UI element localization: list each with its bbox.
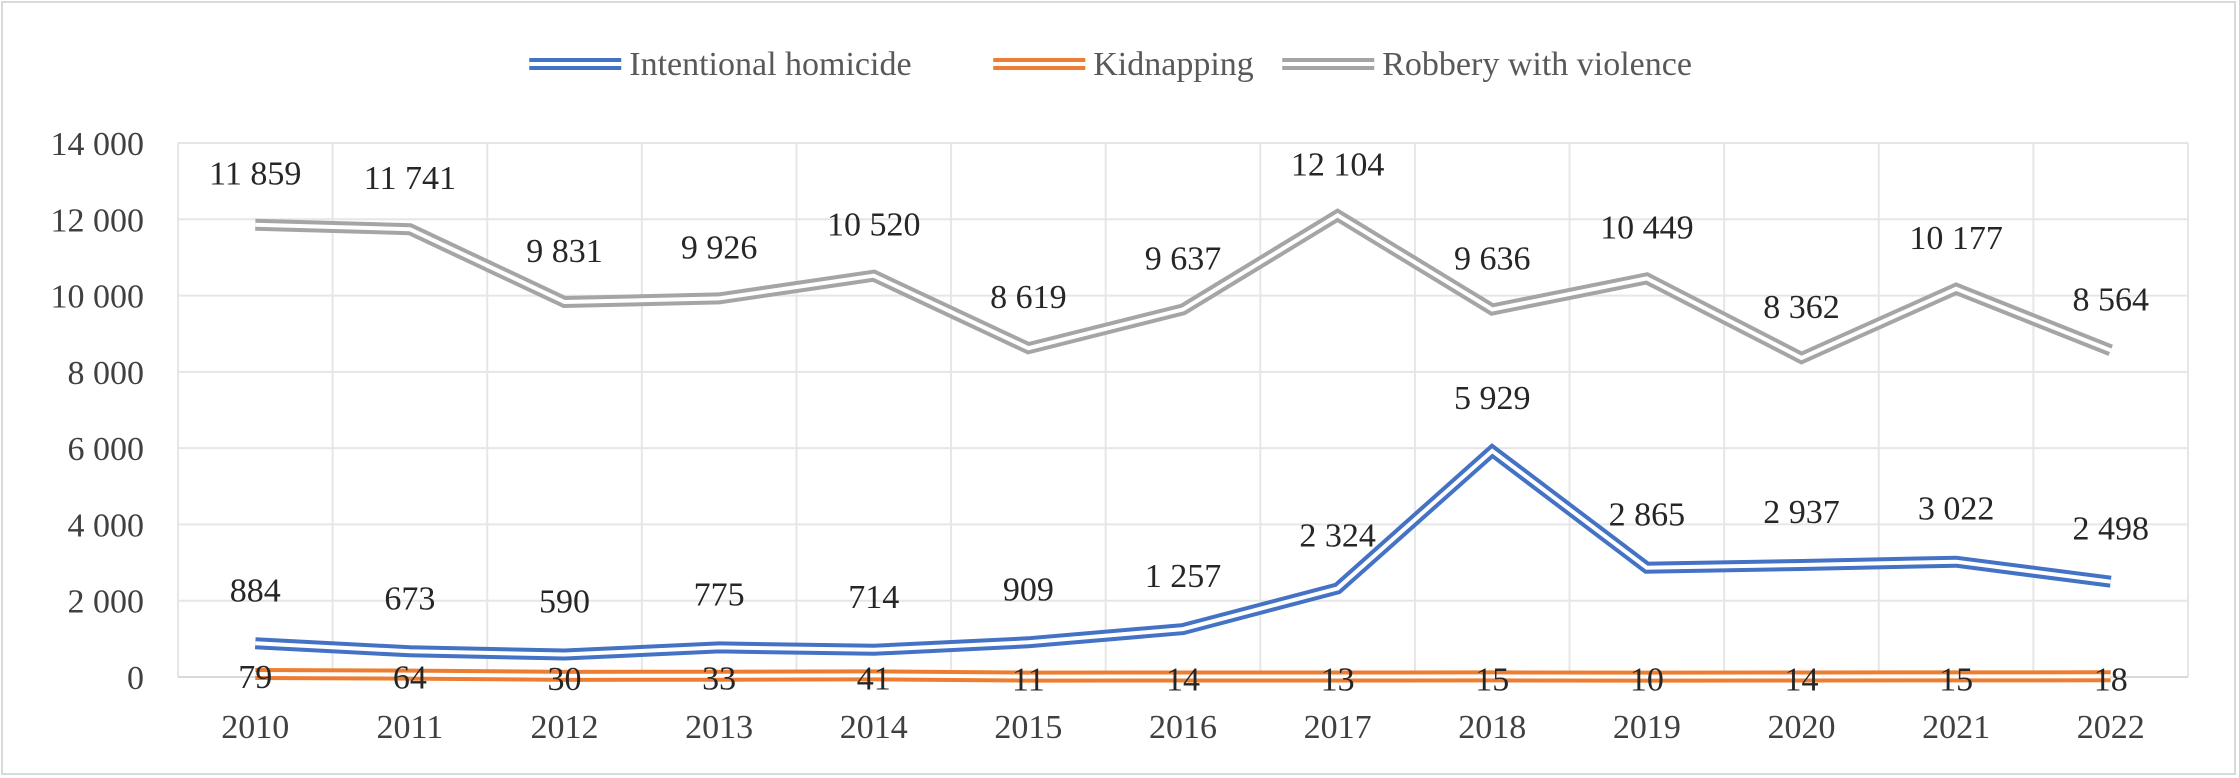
- series-line-inner-kidnapping: [255, 672, 2111, 679]
- data-label-intentional-homicide: 909: [1003, 571, 1054, 608]
- data-label-kidnapping: 10: [1630, 662, 1664, 699]
- data-label-intentional-homicide: 884: [230, 572, 281, 609]
- gridlines: [177, 142, 2189, 678]
- data-label-kidnapping: 33: [702, 661, 736, 698]
- data-label-intentional-homicide: 2 865: [1609, 497, 1686, 534]
- data-label-robbery-with-violence: 9 636: [1454, 240, 1531, 277]
- y-tick-label: 6 000: [68, 431, 145, 468]
- data-label-intentional-homicide: 5 929: [1454, 380, 1531, 417]
- series-intentional-homicide: [254, 443, 2112, 661]
- data-label-robbery-with-violence: 8 362: [1763, 289, 1840, 326]
- x-tick-label: 2016: [1149, 709, 1217, 746]
- data-label-intentional-homicide: 673: [384, 580, 435, 617]
- x-axis: 2010 2011 2012 2013 2014 2015 2016 2017 2018 2019…: [221, 709, 2144, 746]
- data-label-intentional-homicide: 2 498: [2072, 511, 2149, 548]
- series-robbery-with-violence: [255, 208, 2113, 365]
- x-tick-label: 2015: [994, 709, 1062, 746]
- series-line-intentional-homicide: [254, 443, 2112, 661]
- y-tick-label: 10 000: [51, 279, 145, 316]
- x-tick-label: 2020: [1767, 709, 1835, 746]
- x-tick-label: 2019: [1613, 709, 1681, 746]
- series-layer: [254, 208, 2113, 683]
- legend-label: Intentional homicide: [629, 46, 911, 83]
- data-label-robbery-with-violence: 10 520: [827, 207, 921, 244]
- series-line-inner-robbery-with-violence: [255, 212, 2112, 361]
- data-label-kidnapping: 79: [238, 659, 272, 696]
- data-label-intentional-homicide: 1 257: [1145, 558, 1222, 595]
- data-label-intentional-homicide: 590: [539, 583, 590, 620]
- data-label-intentional-homicide: 775: [694, 576, 745, 613]
- data-label-robbery-with-violence: 12 104: [1291, 146, 1385, 183]
- data-labels: 884 673 590 775 714 909 1 257 2 324 5 929 2 865 2 …: [209, 146, 2149, 698]
- data-label-intentional-homicide: 3 022: [1918, 491, 1995, 528]
- data-label-kidnapping: 18: [2094, 661, 2128, 698]
- x-tick-label: 2018: [1458, 709, 1526, 746]
- y-axis: 0 2 000 4 000 6 000 8 000 10 000 12 000 14 000: [51, 126, 145, 697]
- data-label-kidnapping: 13: [1321, 662, 1355, 699]
- data-label-kidnapping: 64: [393, 660, 427, 697]
- x-tick-label: 2011: [377, 709, 444, 746]
- data-label-kidnapping: 41: [857, 660, 891, 697]
- x-tick-label: 2017: [1304, 709, 1372, 746]
- data-label-robbery-with-violence: 11 741: [364, 160, 456, 197]
- data-label-robbery-with-violence: 11 859: [209, 156, 301, 193]
- x-tick-label: 2010: [221, 709, 289, 746]
- x-tick-label: 2014: [840, 709, 908, 746]
- data-label-robbery-with-violence: 8 619: [990, 279, 1067, 316]
- y-tick-label: 0: [127, 660, 144, 697]
- data-label-kidnapping: 30: [548, 661, 582, 698]
- y-tick-label: 4 000: [68, 507, 145, 544]
- data-label-robbery-with-violence: 9 831: [526, 233, 603, 270]
- x-tick-label: 2022: [2077, 709, 2145, 746]
- y-tick-label: 14 000: [51, 126, 145, 163]
- x-tick-label: 2013: [685, 709, 753, 746]
- legend-label: Kidnapping: [1093, 46, 1254, 83]
- legend-label: Robbery with violence: [1382, 46, 1692, 83]
- legend-item-robbery-with-violence: Robbery with violence: [1282, 46, 1692, 83]
- legend-item-intentional-homicide: Intentional homicide: [529, 46, 912, 83]
- data-label-intentional-homicide: 2 937: [1763, 494, 1840, 531]
- y-tick-label: 12 000: [51, 202, 145, 239]
- data-label-robbery-with-violence: 9 926: [681, 229, 758, 266]
- x-tick-label: 2021: [1922, 709, 1990, 746]
- data-label-robbery-with-violence: 8 564: [2072, 281, 2149, 318]
- data-label-kidnapping: 15: [1939, 661, 1973, 698]
- y-tick-label: 8 000: [68, 355, 145, 392]
- y-tick-label: 2 000: [68, 584, 145, 621]
- legend: Intentional homicide Kidnapping Robbery wi…: [529, 46, 1692, 83]
- data-label-intentional-homicide: 714: [848, 579, 899, 616]
- series-kidnapping: [255, 668, 2111, 683]
- data-label-kidnapping: 14: [1166, 661, 1200, 698]
- data-label-robbery-with-violence: 10 449: [1600, 209, 1694, 246]
- series-line-inner-intentional-homicide: [255, 448, 2111, 657]
- data-label-kidnapping: 11: [1012, 662, 1045, 699]
- data-label-intentional-homicide: 2 324: [1299, 517, 1376, 554]
- data-label-robbery-with-violence: 10 177: [1909, 220, 2003, 257]
- data-label-kidnapping: 15: [1475, 661, 1509, 698]
- legend-item-kidnapping: Kidnapping: [993, 46, 1254, 83]
- data-label-kidnapping: 14: [1784, 661, 1818, 698]
- data-label-robbery-with-violence: 9 637: [1145, 240, 1222, 277]
- x-tick-label: 2012: [531, 709, 599, 746]
